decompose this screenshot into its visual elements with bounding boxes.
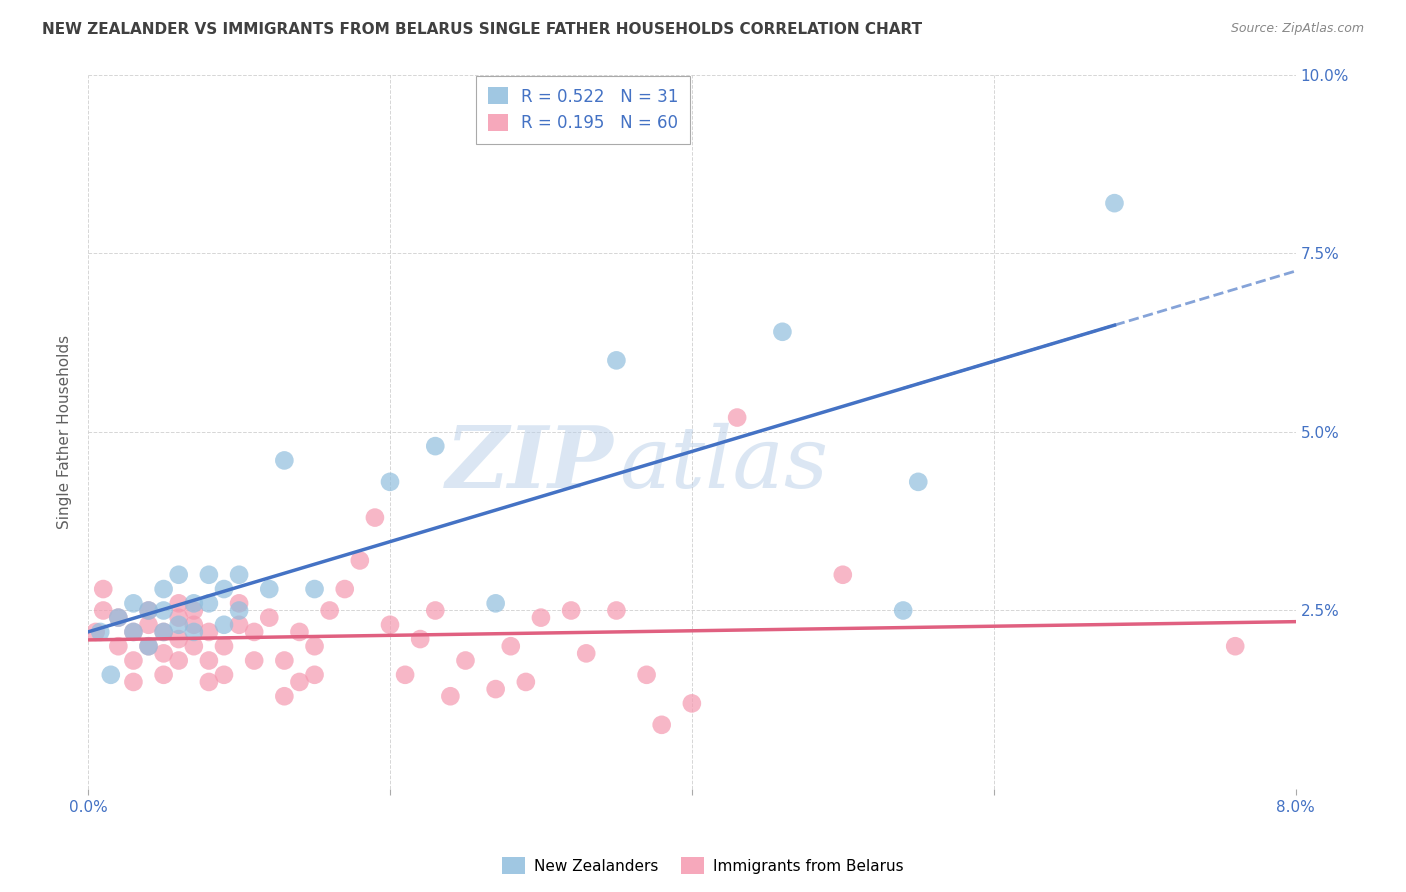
Point	[152, 646, 174, 660]
Point	[485, 596, 508, 610]
Point	[499, 639, 522, 653]
Point	[198, 675, 221, 690]
Point	[84, 624, 107, 639]
Point	[273, 690, 295, 704]
Point	[891, 603, 914, 617]
Point	[304, 582, 326, 596]
Point	[349, 553, 371, 567]
Point	[212, 668, 235, 682]
Point	[138, 603, 160, 617]
Point	[651, 718, 673, 732]
Point	[770, 325, 793, 339]
Point	[228, 596, 250, 610]
Point	[107, 610, 129, 624]
Legend: New Zealanders, Immigrants from Belarus: New Zealanders, Immigrants from Belarus	[496, 851, 910, 880]
Point	[198, 596, 221, 610]
Point	[107, 610, 129, 624]
Point	[152, 624, 174, 639]
Point	[304, 639, 326, 653]
Point	[183, 639, 205, 653]
Point	[138, 603, 160, 617]
Point	[425, 603, 447, 617]
Point	[198, 567, 221, 582]
Point	[100, 668, 122, 682]
Point	[198, 653, 221, 667]
Point	[122, 624, 145, 639]
Point	[1225, 639, 1247, 653]
Point	[183, 617, 205, 632]
Point	[122, 596, 145, 610]
Point	[167, 653, 190, 667]
Point	[364, 510, 387, 524]
Point	[288, 624, 311, 639]
Point	[212, 582, 235, 596]
Point	[107, 639, 129, 653]
Point	[167, 596, 190, 610]
Text: ZIP: ZIP	[446, 422, 613, 506]
Point	[485, 682, 508, 697]
Text: atlas: atlas	[620, 423, 828, 506]
Text: Source: ZipAtlas.com: Source: ZipAtlas.com	[1230, 22, 1364, 36]
Point	[167, 632, 190, 646]
Point	[183, 624, 205, 639]
Point	[167, 617, 190, 632]
Point	[831, 567, 853, 582]
Point	[605, 603, 627, 617]
Point	[91, 582, 114, 596]
Point	[198, 624, 221, 639]
Point	[907, 475, 929, 489]
Point	[138, 617, 160, 632]
Point	[122, 675, 145, 690]
Point	[409, 632, 432, 646]
Point	[228, 617, 250, 632]
Point	[378, 617, 401, 632]
Point	[152, 668, 174, 682]
Point	[725, 410, 748, 425]
Point	[530, 610, 553, 624]
Point	[454, 653, 477, 667]
Point	[243, 624, 266, 639]
Y-axis label: Single Father Households: Single Father Households	[58, 334, 72, 529]
Point	[152, 624, 174, 639]
Point	[304, 668, 326, 682]
Point	[333, 582, 356, 596]
Point	[167, 567, 190, 582]
Point	[212, 639, 235, 653]
Point	[228, 603, 250, 617]
Point	[273, 653, 295, 667]
Point	[259, 582, 281, 596]
Point	[425, 439, 447, 453]
Point	[318, 603, 340, 617]
Point	[394, 668, 416, 682]
Point	[152, 582, 174, 596]
Point	[515, 675, 537, 690]
Point	[243, 653, 266, 667]
Point	[212, 617, 235, 632]
Point	[259, 610, 281, 624]
Point	[91, 603, 114, 617]
Point	[167, 610, 190, 624]
Point	[228, 567, 250, 582]
Point	[89, 624, 111, 639]
Point	[378, 475, 401, 489]
Point	[439, 690, 461, 704]
Point	[183, 603, 205, 617]
Point	[575, 646, 598, 660]
Legend: R = 0.522   N = 31, R = 0.195   N = 60: R = 0.522 N = 31, R = 0.195 N = 60	[477, 76, 690, 144]
Point	[152, 603, 174, 617]
Point	[560, 603, 582, 617]
Point	[273, 453, 295, 467]
Point	[1104, 196, 1126, 211]
Point	[681, 697, 703, 711]
Point	[605, 353, 627, 368]
Point	[636, 668, 658, 682]
Point	[122, 653, 145, 667]
Point	[138, 639, 160, 653]
Text: NEW ZEALANDER VS IMMIGRANTS FROM BELARUS SINGLE FATHER HOUSEHOLDS CORRELATION CH: NEW ZEALANDER VS IMMIGRANTS FROM BELARUS…	[42, 22, 922, 37]
Point	[183, 596, 205, 610]
Point	[122, 624, 145, 639]
Point	[138, 639, 160, 653]
Point	[288, 675, 311, 690]
